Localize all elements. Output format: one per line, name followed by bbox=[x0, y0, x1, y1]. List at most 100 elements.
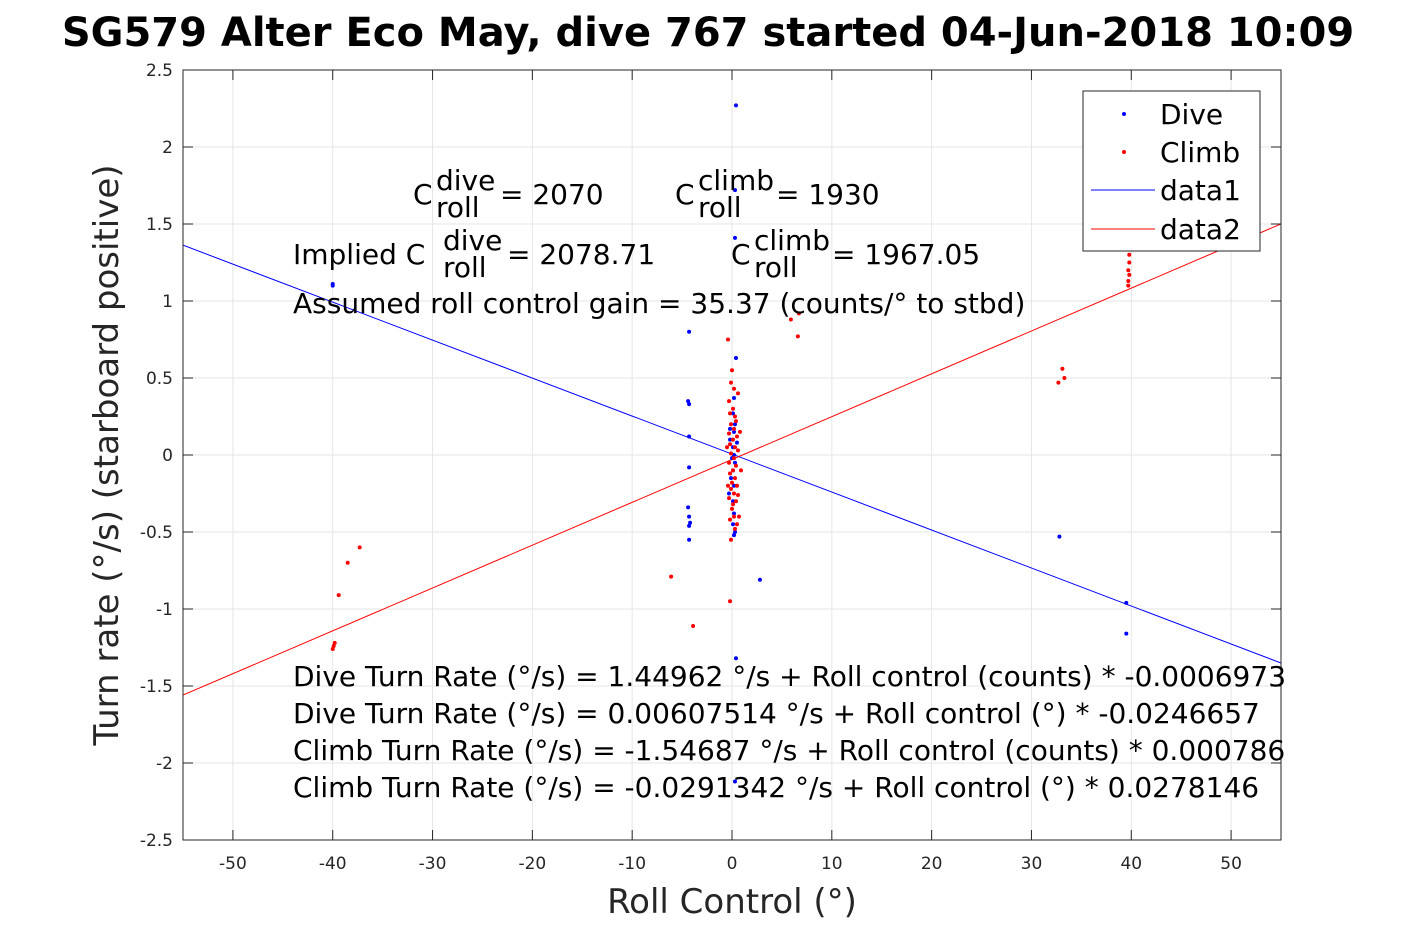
legend-data1-label: data1 bbox=[1160, 174, 1241, 207]
climb-point bbox=[728, 442, 733, 447]
dive-point bbox=[687, 523, 692, 528]
c-roll-dive-sub: roll bbox=[436, 191, 480, 224]
climb-point bbox=[731, 426, 736, 431]
x-tick-label: 40 bbox=[1120, 854, 1142, 874]
dive-point bbox=[732, 422, 737, 427]
climb-point bbox=[725, 445, 730, 450]
dive-point bbox=[687, 434, 692, 439]
climb-point bbox=[733, 463, 738, 468]
climb-point bbox=[728, 517, 733, 522]
climb-point bbox=[732, 445, 737, 450]
climb-point bbox=[730, 502, 735, 507]
climb-point bbox=[345, 560, 350, 565]
dive-point bbox=[731, 511, 736, 516]
equation-line-3: Climb Turn Rate (°/s) = -1.54687 °/s + R… bbox=[293, 734, 1285, 767]
dive-point bbox=[688, 520, 693, 525]
dive-point bbox=[732, 530, 737, 534]
x-tick-label: -10 bbox=[618, 854, 646, 874]
climb-point bbox=[726, 483, 731, 488]
c-roll-dive-symbol: C bbox=[413, 178, 433, 211]
x-tick-label: 30 bbox=[1021, 854, 1043, 874]
dive-point bbox=[731, 429, 736, 434]
climb-point bbox=[796, 311, 801, 316]
climb-point bbox=[732, 476, 737, 481]
y-tick-label: 0.5 bbox=[146, 369, 173, 389]
climb-point bbox=[727, 460, 732, 465]
dive-point bbox=[687, 402, 692, 407]
dive-point bbox=[730, 499, 735, 504]
y-tick-label: 2 bbox=[162, 138, 173, 158]
x-axis-ticks: -50 -40 -30 -20 -10 0 10 20 30 40 50 bbox=[219, 70, 1242, 874]
climb-point bbox=[729, 451, 734, 456]
dive-point bbox=[731, 533, 736, 538]
x-tick-label: -40 bbox=[319, 854, 347, 874]
dive-point bbox=[730, 522, 735, 527]
climb-point bbox=[731, 456, 736, 461]
y-tick-label: -2.5 bbox=[140, 831, 173, 851]
equation-line-4: Climb Turn Rate (°/s) = -0.0291342 °/s +… bbox=[293, 771, 1259, 804]
climb-point bbox=[357, 545, 362, 550]
climb-point bbox=[1126, 283, 1131, 288]
climb-point bbox=[795, 334, 800, 339]
c-roll-climb-sub: roll bbox=[698, 191, 742, 224]
implied-climb-symbol: C bbox=[731, 238, 751, 271]
dive-point bbox=[728, 437, 733, 442]
climb-point bbox=[1127, 272, 1132, 277]
climb-point bbox=[729, 422, 734, 427]
climb-point bbox=[736, 514, 741, 519]
chart-title: SG579 Alter Eco May, dive 767 started 04… bbox=[62, 10, 1354, 56]
y-tick-label: -1 bbox=[156, 600, 173, 620]
climb-point bbox=[735, 391, 740, 396]
implied-climb-sub: roll bbox=[754, 251, 798, 284]
implied-dive-annotation: Implied C dive roll = 2078.71 bbox=[293, 224, 655, 284]
implied-dive-value: = 2078.71 bbox=[507, 238, 655, 271]
climb-point bbox=[1126, 278, 1131, 283]
dive-point bbox=[731, 483, 736, 488]
y-axis-ticks: -2.5 -2 -1.5 -1 -0.5 0 0.5 1 1.5 2 2.5 bbox=[140, 61, 1281, 851]
legend-data2-label: data2 bbox=[1160, 213, 1241, 246]
implied-dive-sup: dive bbox=[443, 224, 502, 257]
climb-point bbox=[727, 496, 732, 501]
climb-point bbox=[731, 491, 736, 496]
x-tick-label: 20 bbox=[921, 854, 943, 874]
implied-dive-sub: roll bbox=[443, 251, 487, 284]
climb-point bbox=[1060, 366, 1065, 371]
climb-point bbox=[734, 434, 739, 439]
climb-point bbox=[726, 337, 731, 342]
climb-point bbox=[731, 386, 736, 391]
climb-point bbox=[727, 399, 732, 404]
climb-point bbox=[730, 406, 735, 411]
dive-point bbox=[686, 505, 691, 510]
x-tick-label: -20 bbox=[518, 854, 546, 874]
dive-point bbox=[687, 537, 692, 542]
y-tick-label: -0.5 bbox=[140, 523, 173, 543]
dive-point bbox=[732, 779, 737, 784]
climb-point bbox=[1127, 260, 1132, 265]
equation-line-2: Dive Turn Rate (°/s) = 0.00607514 °/s + … bbox=[293, 697, 1260, 730]
y-tick-label: 0 bbox=[162, 446, 173, 466]
climb-point bbox=[730, 368, 734, 373]
x-axis-label: Roll Control (°) bbox=[607, 882, 857, 922]
dive-point bbox=[727, 491, 732, 496]
climb-point bbox=[729, 537, 734, 542]
x-tick-label: 50 bbox=[1220, 854, 1242, 874]
climb-point bbox=[729, 380, 734, 385]
dive-point bbox=[731, 396, 736, 401]
climb-point bbox=[730, 506, 734, 511]
dive-point bbox=[730, 411, 735, 416]
y-axis-label: Turn rate (°/s) (starboard positive) bbox=[87, 164, 127, 746]
y-tick-label: -2 bbox=[156, 754, 173, 774]
climb-point bbox=[732, 414, 737, 419]
climb-point bbox=[728, 471, 733, 476]
legend: Dive Climb data1 data2 bbox=[1082, 90, 1261, 252]
x-tick-label: -30 bbox=[419, 854, 447, 874]
climb-point bbox=[336, 593, 341, 598]
c-roll-dive-annotation: C dive roll = 2070 bbox=[413, 164, 604, 224]
dive-point bbox=[330, 282, 335, 287]
legend-box bbox=[1082, 90, 1261, 252]
climb-point bbox=[332, 640, 337, 645]
implied-climb-value: = 1967.05 bbox=[832, 238, 980, 271]
climb-point bbox=[728, 411, 733, 416]
dive-point bbox=[687, 329, 692, 334]
dive-point bbox=[732, 188, 737, 193]
